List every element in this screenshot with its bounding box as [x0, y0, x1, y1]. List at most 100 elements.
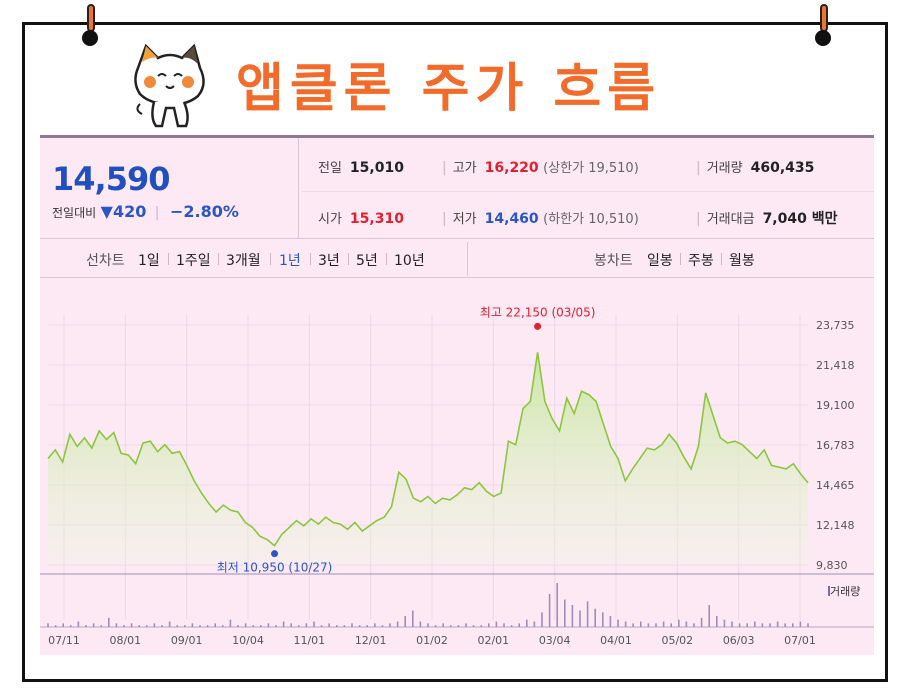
volume-bar: [404, 616, 406, 627]
x-tick-label: 11/01: [293, 634, 325, 647]
volume-bar: [70, 625, 72, 627]
volume-bar: [374, 623, 376, 627]
volume-bar: [260, 625, 262, 627]
price-chart: 23,735 21,418 19,100 16,783 14,465 12,148 9,83…: [40, 305, 874, 647]
volume-bar: [564, 599, 566, 627]
volume-bar: [336, 625, 338, 627]
prev-close: 전일 15,010: [318, 160, 404, 176]
volume-bar: [62, 623, 64, 627]
volume-bar: [647, 623, 650, 627]
open-price: 시가 15,310: [318, 211, 404, 227]
high-marker: [534, 322, 542, 330]
volume-bar: [47, 623, 49, 627]
period-10y[interactable]: 10년: [394, 253, 425, 269]
volume-bar: [488, 623, 490, 627]
volume-bar: [716, 616, 718, 627]
price-area: [48, 352, 808, 565]
price-line: [47, 352, 809, 547]
volume-bar: [229, 619, 232, 627]
volume-bar: [579, 610, 581, 627]
period-3y[interactable]: 3년: [318, 253, 340, 269]
volume-bar: [799, 621, 802, 627]
volume-bar: [693, 623, 695, 627]
volume-axis-label: 거래량: [830, 585, 860, 598]
down-arrow-icon: ▼: [100, 202, 113, 221]
period-5y[interactable]: 5년: [356, 253, 378, 269]
volume-bar: [282, 621, 285, 627]
pin-right-icon: [815, 4, 831, 46]
volume-bar: [176, 625, 178, 627]
volume-bar: [526, 619, 528, 627]
volume-bar: [472, 625, 475, 627]
volume-bar: [77, 621, 80, 627]
period-1y[interactable]: 1년: [279, 253, 301, 269]
volume-bar: [358, 625, 361, 627]
low-annotation: 최저 10,950 (10/27): [217, 561, 333, 575]
volume-bar: [313, 621, 315, 627]
volume-bar: [123, 625, 125, 627]
period-1w[interactable]: 1주일: [176, 253, 211, 269]
x-tick-label: 03/04: [539, 634, 571, 647]
current-price: 14,590: [52, 160, 170, 198]
page-title: 앱클론 주가 흐름: [236, 59, 662, 119]
volume-bar: [214, 623, 216, 627]
y-tick-label: 19,100: [816, 399, 855, 412]
volume-bar: [685, 621, 688, 627]
change-value: 420: [112, 202, 147, 221]
volume-bar: [100, 625, 102, 627]
candle-chart-label: 봉차트: [594, 253, 633, 269]
volume-bar: [655, 623, 657, 627]
volume-bar: [328, 623, 330, 627]
volume-bar: [153, 623, 156, 627]
volume-bar: [442, 623, 444, 627]
volume-bar: [389, 623, 391, 627]
volume-bar: [168, 621, 171, 627]
period-1d[interactable]: 1일: [138, 253, 160, 269]
volume-bar: [412, 610, 414, 627]
volume-bar: [457, 625, 460, 627]
volume-bar: [427, 623, 429, 627]
volume-bar: [85, 625, 87, 627]
volume-bar: [146, 625, 148, 627]
volume-bar: [237, 625, 239, 627]
volume-bar: [632, 623, 634, 627]
volume-bar: [419, 621, 422, 627]
period-3m[interactable]: 3개월: [226, 253, 261, 269]
low-marker: [271, 550, 279, 558]
volume-bar: [222, 625, 224, 627]
x-tick-label: 07/11: [48, 634, 80, 647]
change-percent: −2.80%: [169, 202, 239, 221]
volume-bar: [617, 619, 619, 627]
low-price: | 저가 14,460 (하한가 10,510): [442, 211, 639, 227]
volume-bar: [343, 625, 346, 627]
change-label: 전일대비: [52, 206, 97, 220]
candle-weekly[interactable]: 주봉: [688, 253, 714, 269]
y-tick-label: 14,465: [816, 479, 855, 492]
candle-monthly[interactable]: 월봉: [729, 253, 755, 269]
volume-bar: [396, 621, 399, 627]
volume-bar: [541, 612, 543, 627]
y-tick-label: 9,830: [816, 559, 848, 572]
x-tick-label: 01/02: [416, 634, 448, 647]
volume-bar: [108, 617, 110, 627]
x-tick-label: 12/01: [355, 634, 387, 647]
volume-stat: | 거래량 460,435: [696, 160, 815, 176]
volume-bar: [548, 594, 551, 627]
chart-toolbar: 선차트 1일 1주일 3개월 1년 3년 5년 10년 봉차트 일봉 주봉 월봉: [40, 239, 874, 277]
volume-bar: [366, 625, 368, 627]
volume-bar: [206, 625, 209, 627]
stock-panel: 14,590 전일대비 ▼420 | −2.80% 전일 15,010 | 고가 16…: [40, 135, 874, 655]
volume-bar: [510, 625, 513, 627]
price-summary: 14,590 전일대비 ▼420 | −2.80%: [40, 138, 298, 238]
volume-bar: [184, 625, 186, 627]
volume-bar: [609, 616, 612, 627]
volume-bar: [533, 621, 536, 627]
amount-stat: | 거래대금 7,040 백만: [696, 211, 838, 227]
candle-daily[interactable]: 일봉: [647, 253, 673, 269]
volume-bar: [640, 621, 642, 627]
volume-bar: [244, 623, 247, 627]
volume-bar: [381, 625, 384, 627]
volume-bar: [298, 625, 300, 627]
volume-bar: [320, 625, 323, 627]
volume-bar: [571, 605, 574, 627]
